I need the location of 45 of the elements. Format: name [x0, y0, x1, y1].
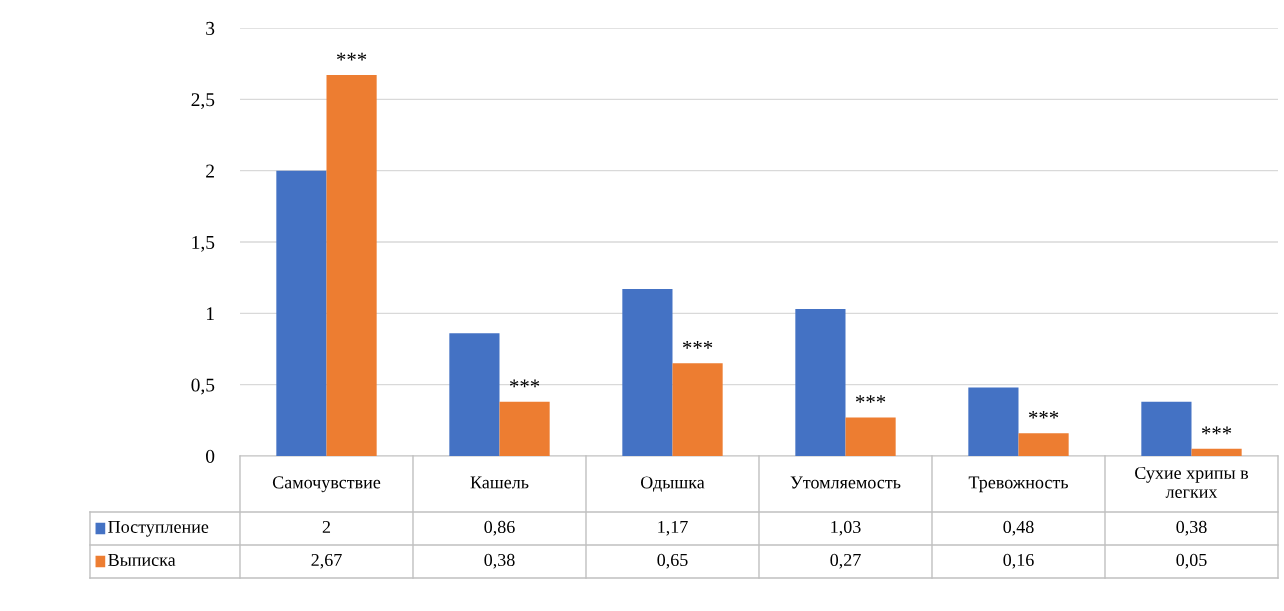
legend-label: Поступление [108, 520, 209, 537]
y-tick-label: 3 [206, 21, 215, 35]
data-label: 0,38 [1176, 520, 1207, 536]
y-tick-label: 2 [206, 164, 214, 178]
data-label: 1,03 [831, 520, 861, 536]
data-label: 0,16 [1003, 553, 1034, 569]
data-label: 0,65 [657, 553, 688, 569]
annotation: *** [682, 341, 713, 349]
y-tick-label: 0 [206, 449, 215, 463]
x-tick-label: Кашель [470, 476, 529, 489]
data-label: 0,86 [484, 520, 515, 536]
bar [499, 401, 550, 456]
annotation: *** [1028, 410, 1059, 419]
x-tick-label: Утомляемость [790, 476, 901, 489]
annotation: *** [855, 395, 886, 403]
y-tick-label: 0,5 [191, 378, 215, 395]
data-label: 2,67 [311, 553, 342, 569]
bar [672, 363, 723, 456]
legend-label: Выписка [108, 554, 176, 567]
bar [795, 309, 846, 456]
data-label: 2 [322, 520, 331, 533]
x-tick-label: Сухие хрипы в легких [1135, 466, 1249, 498]
x-tick-label: Самочувствие [272, 476, 381, 493]
data-label: 0,38 [484, 553, 515, 569]
bar [326, 75, 377, 456]
bar [276, 170, 327, 456]
data-label: 1,17 [658, 520, 688, 536]
data-label: 0,05 [1176, 553, 1207, 569]
x-tick-label: Тревожность [968, 476, 1069, 493]
annotation: *** [1201, 426, 1232, 435]
y-tick-label: 1,5 [192, 235, 215, 252]
annotation: *** [336, 52, 367, 61]
bar [622, 289, 673, 456]
data-label: 0,27 [830, 553, 861, 569]
y-tick-label: 2,5 [191, 93, 215, 110]
data-label: 0,48 [1003, 520, 1034, 536]
bar [1141, 401, 1192, 456]
bar [968, 387, 1019, 456]
annotation: *** [509, 379, 540, 388]
bar [845, 417, 896, 456]
bar [1018, 433, 1069, 456]
y-tick-label: 1 [206, 307, 214, 321]
x-tick-label: Одышка [640, 476, 705, 492]
bar [449, 333, 500, 456]
bar [1191, 448, 1242, 456]
